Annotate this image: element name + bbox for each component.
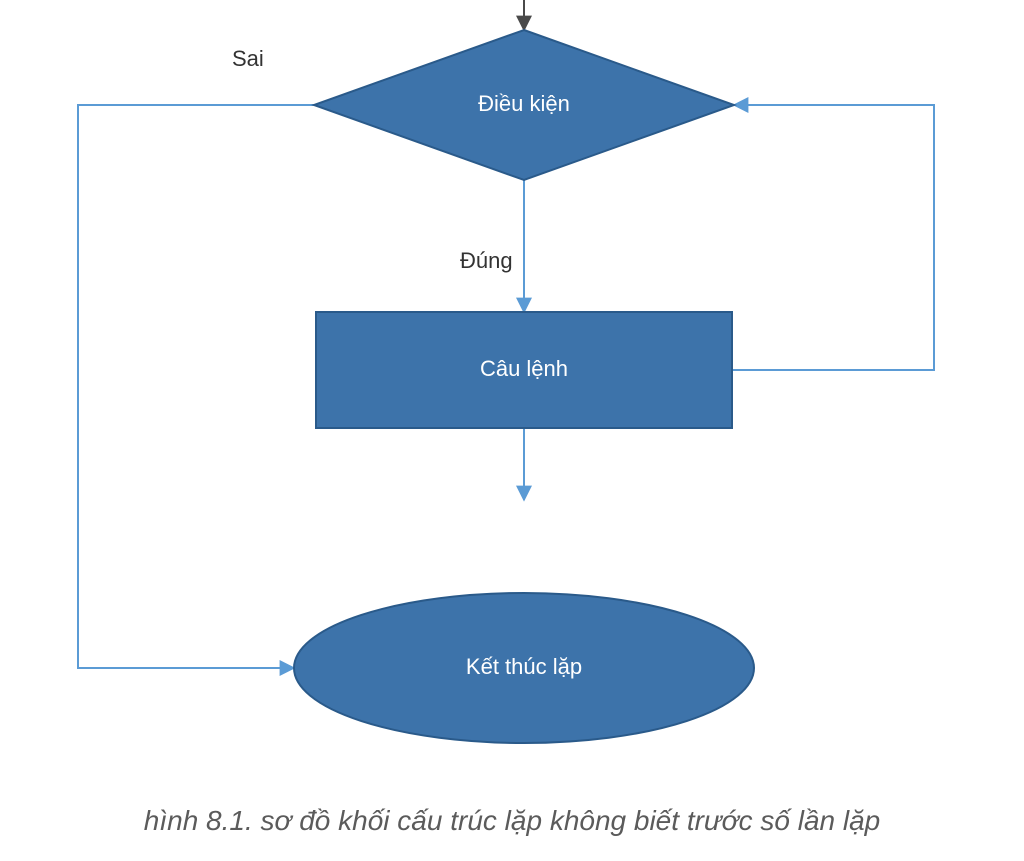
figure-caption: hình 8.1. sơ đồ khối cấu trúc lặp không … bbox=[144, 805, 880, 836]
false-label: Sai bbox=[232, 46, 264, 71]
terminator-node: Kết thúc lặp bbox=[294, 593, 754, 743]
terminator-label: Kết thúc lặp bbox=[466, 654, 582, 679]
process-label: Câu lệnh bbox=[480, 356, 568, 381]
process-node: Câu lệnh bbox=[316, 312, 732, 428]
decision-label: Điều kiện bbox=[478, 91, 570, 116]
edge-process_loop_back bbox=[732, 105, 934, 370]
edge-false_to_end bbox=[78, 105, 314, 668]
decision-node: Điều kiện bbox=[314, 30, 734, 180]
flowchart-svg: Điều kiện Câu lệnh Kết thúc lặp Sai Đúng… bbox=[0, 0, 1024, 861]
true-label: Đúng bbox=[460, 248, 513, 273]
